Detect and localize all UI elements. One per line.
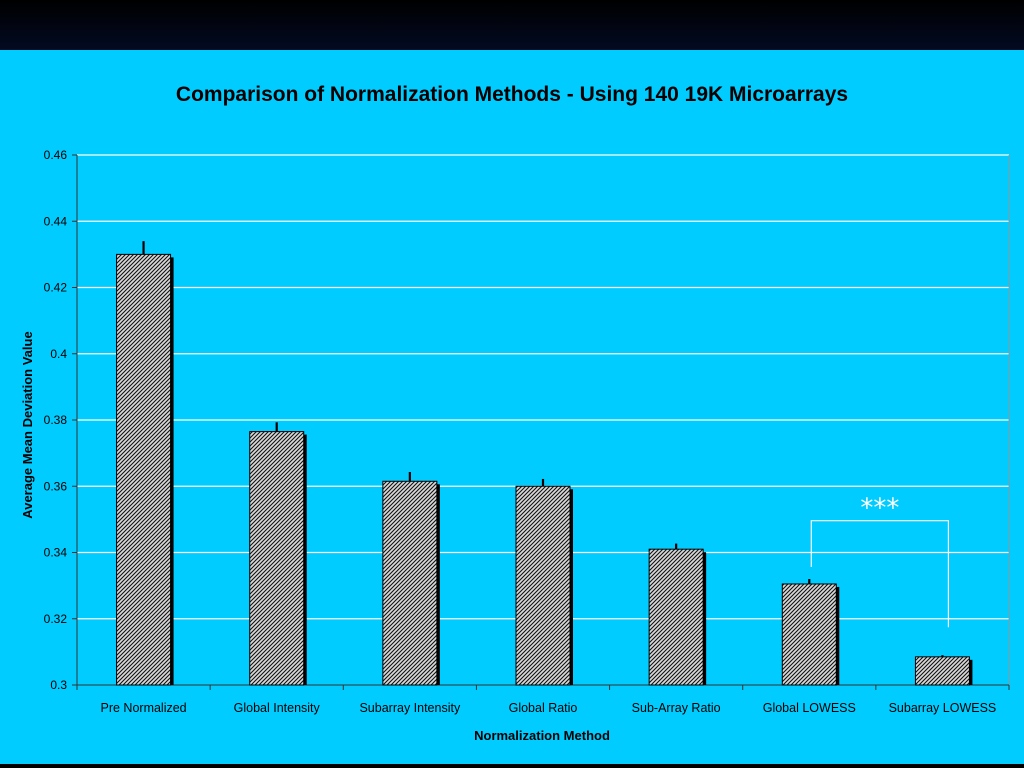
footer-line	[0, 764, 1024, 768]
x-tick-label: Subarray LOWESS	[889, 701, 997, 715]
bars	[116, 241, 973, 686]
y-tick-label: 0.42	[44, 281, 68, 295]
bar	[648, 548, 704, 686]
chart-title: Comparison of Normalization Methods - Us…	[176, 83, 848, 106]
y-tick-label: 0.3	[50, 678, 67, 692]
y-tick-label: 0.32	[44, 612, 68, 626]
x-tick-label: Subarray Intensity	[359, 701, 460, 715]
bar	[249, 431, 305, 686]
grid-lines	[77, 154, 1009, 620]
x-tick-labels: Pre Normalized Global Intensity Subarray I…	[101, 701, 997, 715]
y-tick-label: 0.34	[44, 546, 68, 560]
y-tick-label: 0.4	[50, 347, 67, 361]
significance-stars: ***	[860, 494, 899, 524]
y-tick-label: 0.36	[44, 479, 68, 493]
significance-annotation: ***	[810, 494, 950, 628]
header-band	[0, 0, 1024, 50]
bar	[914, 656, 970, 686]
y-tick-labels: 0.3 0.32 0.34 0.36 0.38 0.4 0.42 0.44 0.46	[44, 148, 68, 692]
bar	[515, 485, 571, 686]
x-tick-label: Global Ratio	[509, 701, 578, 715]
y-tick-label: 0.44	[44, 214, 68, 228]
x-tick-label: Global LOWESS	[763, 701, 856, 715]
x-tick-label: Pre Normalized	[101, 701, 187, 715]
y-tick-label: 0.38	[44, 413, 68, 427]
y-axis-title: Average Mean Deviation Value	[20, 331, 35, 518]
y-tick-label: 0.46	[44, 148, 68, 162]
x-axis-title: Normalization Method	[474, 728, 610, 743]
bar	[382, 480, 438, 686]
x-tick-label: Global Intensity	[234, 701, 321, 715]
x-tick-label: Sub-Array Ratio	[632, 701, 721, 715]
bar	[116, 253, 172, 686]
significance-bracket	[810, 520, 950, 628]
bar	[781, 583, 837, 686]
